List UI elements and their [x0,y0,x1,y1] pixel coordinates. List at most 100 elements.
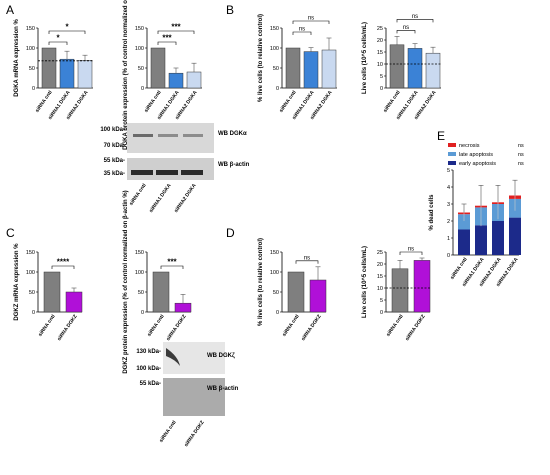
bar [168,72,184,89]
blot-dgka-image [127,123,214,153]
legend-label: necrosis [459,143,480,149]
legend-swatch [448,143,456,147]
category-label: siRNA cntl [143,89,163,113]
y-tick-label: 100 [26,46,35,52]
y-tick-label: 0 [141,86,144,92]
blot-band [158,134,178,137]
significance-label: **** [57,258,70,267]
legend-ns: ns [518,143,524,149]
blot-band [133,134,153,137]
y-axis-label: DGKZ protein expression (% of control no… [123,190,129,373]
bar [303,51,319,89]
significance-bracket [399,251,423,255]
significance-label: ns [299,27,305,33]
significance-bracket [160,265,184,269]
category-label: siRNA DGKZ [300,314,322,342]
y-tick-label: 100 [135,46,144,52]
wb-label: WB β-actin [218,162,250,168]
y-axis-label: % live cells (to relative control) [258,14,264,102]
y-tick-label: 100 [135,270,144,276]
category-label: siRNA cntl [385,313,405,337]
panel-letter-c: C [6,226,15,240]
y-tick-label: 100 [270,46,279,52]
y-tick-label: 15 [377,274,383,280]
y-tick-label: 20 [377,262,383,268]
y-tick-label: 100 [270,270,279,276]
category-label: siRNA cntl [278,89,298,113]
chart-dgka-live-cells: 0 5 10 15 20 25 Live cells (10^5 cells/mL) siRN… [362,14,441,121]
bar [413,260,431,313]
y-tick-label: 0 [32,86,35,92]
y-tick-label: 4 [447,185,450,191]
mw-label: 55 kDa- [140,381,161,387]
y-tick-label: 50 [29,290,35,296]
y-tick-label: 10 [377,62,383,68]
bar-segment [492,221,504,255]
y-axis-label: DGKZ mRNA expression % [14,243,20,321]
bar [65,291,83,313]
panel-letter-e: E [437,129,445,143]
chart-dgkz-live-cells: 0 5 10 15 20 25 Live cells (10^5 cells/mL) siRN… [362,246,431,342]
blot-smear [166,348,180,366]
blot-lane-label: siRNA cntl [158,419,178,443]
chart-dgkz-live-percent: 0 50 100 150 % live cells (to relative contr… [258,238,327,342]
western-blot-c: 130 kDa- 100 kDa- 55 kDa- WB DGKζ WB β-a… [136,342,239,448]
y-axis-label: Live cells (10^5 cells/mL) [362,22,368,94]
category-label: siRNA cntl [37,313,57,337]
bar-segment [475,225,487,255]
y-tick-label: 10 [377,286,383,292]
bar-segment [458,229,470,255]
y-tick-label: 50 [29,66,35,72]
legend-swatch [448,152,456,156]
bar [77,60,93,89]
y-tick-label: 5 [380,74,383,80]
panel-letter-d: D [226,226,235,240]
bar [152,271,170,313]
y-axis-label: DGKA mRNA expression % [14,19,20,97]
significance-bracket [157,30,195,34]
significance-label: ns [408,247,414,253]
category-label: siRNA DGKZ [404,314,426,342]
bar [285,47,301,89]
blot-lane-label: siRNA2 DGKA [173,182,198,214]
mw-label: 100 kDa- [136,366,161,372]
y-tick-label: 0 [141,310,144,316]
mw-label: 130 kDa- [136,349,161,355]
bar [150,47,166,89]
significance-bracket [51,265,75,269]
category-label: siRNA cntl [382,89,402,113]
y-tick-label: 0 [276,86,279,92]
y-tick-label: 5 [447,168,450,174]
legend-ns: ns [518,152,524,158]
y-tick-label: 25 [377,26,383,32]
wb-label: WB DGKα [218,131,247,137]
y-tick-label: 2 [447,219,450,225]
bar-segment [509,217,521,255]
y-tick-label: 100 [26,270,35,276]
y-tick-label: 150 [26,250,35,256]
legend-swatch [448,161,456,165]
y-tick-label: 0 [380,86,383,92]
significance-bracket [48,41,68,45]
y-tick-label: 50 [138,66,144,72]
significance-label: ns [403,25,409,31]
y-tick-label: 150 [135,26,144,32]
panel-letter-a: A [6,3,14,17]
y-tick-label: 0 [276,310,279,316]
western-blot-a: 100 kDa- 70 kDa- 55 kDa- 35 kDa- WB DGKα… [100,123,250,214]
y-tick-label: 0 [32,310,35,316]
y-tick-label: 150 [135,250,144,256]
y-axis-label: % live cells (to relative control) [258,238,264,326]
legend-label: late apoptosis [459,152,493,158]
significance-label: ns [308,16,314,22]
blot-band [156,170,178,175]
y-tick-label: 3 [447,202,450,208]
bar [287,271,305,313]
blot-band [131,170,153,175]
chart-dgka-live-percent: 0 50 100 150 % live cells (to relative contr… [258,14,337,121]
category-label: siRNA cntl [281,313,301,337]
bar [174,302,192,313]
bar [43,271,61,313]
bar [425,52,441,89]
